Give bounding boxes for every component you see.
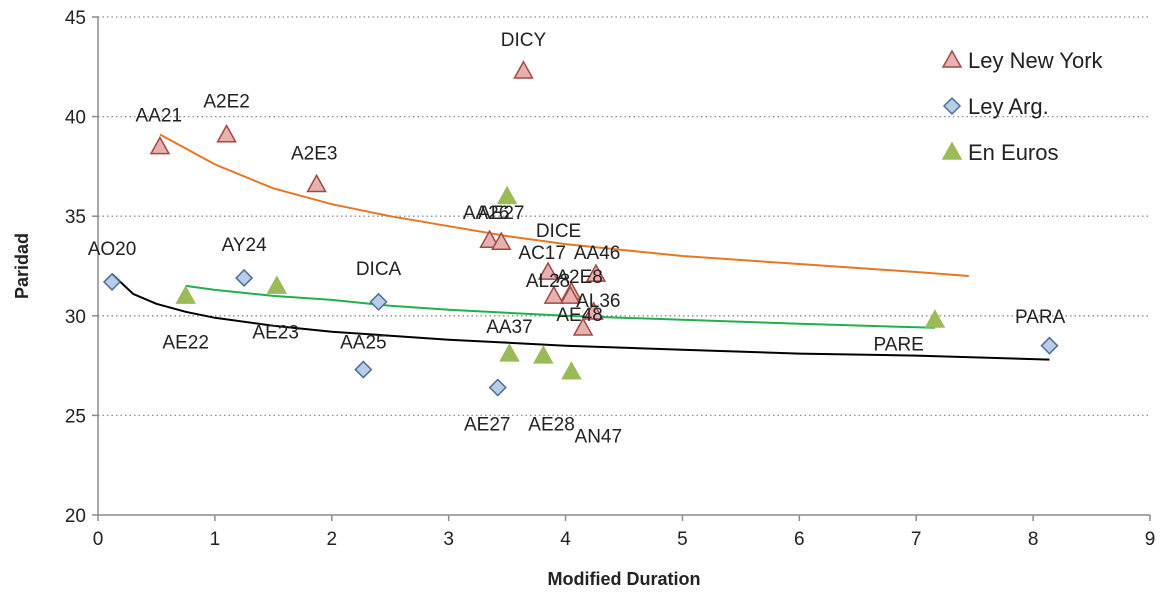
point-1-12: [572, 317, 594, 336]
point-label-24: PARE: [874, 335, 924, 356]
point-2-5: [488, 378, 507, 397]
data-points: [102, 60, 1059, 397]
point-1-1: [149, 135, 171, 155]
point-2-6: [1040, 336, 1059, 355]
point-label-17: AE22: [162, 333, 208, 354]
point-1-3: [306, 173, 327, 193]
x-tick-label-9: 9: [1145, 529, 1156, 550]
point-label-16: DICA: [356, 259, 402, 280]
legend-marker-3: [941, 141, 963, 160]
trend-line-3: [185, 284, 935, 329]
point-1-13: [559, 285, 581, 304]
point-label-3: A2E2: [203, 92, 249, 113]
point-1-6: [490, 231, 512, 251]
legend-label-2: Ley Arg.: [968, 94, 1049, 119]
x-tick-label-6: 6: [794, 529, 805, 550]
legend-label-3: En Euros: [968, 140, 1059, 165]
y-axis-title: Paridad: [12, 233, 32, 299]
point-3-1: [175, 285, 196, 304]
point-1-11: [583, 301, 604, 320]
point-label-14: AO20: [88, 239, 137, 260]
point-3-2: [266, 275, 288, 294]
x-tick-label-2: 2: [326, 529, 337, 550]
point-label-10: AL28: [526, 271, 570, 292]
y-tick-label-35: 35: [65, 207, 86, 228]
point-label-11: A2E8: [556, 267, 602, 288]
point-label-6: AE27: [478, 203, 524, 224]
point-3-6: [561, 361, 582, 380]
y-tick-label-45: 45: [65, 8, 86, 29]
trend-lines: [111, 133, 1050, 361]
point-label-7: DICE: [536, 221, 581, 242]
point-label-5: AA26: [463, 203, 509, 224]
point-1-2: [216, 123, 237, 143]
point-label-15: AY24: [222, 235, 268, 256]
point-label-13: AE48: [556, 305, 602, 326]
trend-line-1: [159, 133, 969, 277]
x-tick-label-4: 4: [560, 529, 571, 550]
point-1-4: [513, 60, 534, 79]
legend-marker-1: [941, 49, 963, 68]
point-label-25: PARA: [1015, 307, 1066, 328]
y-tick-label-40: 40: [65, 108, 86, 129]
point-label-12: AL36: [576, 291, 620, 312]
point-1-8: [543, 285, 565, 304]
point-2-1: [102, 272, 122, 291]
point-label-23: AN47: [575, 426, 623, 447]
y-tick-label-25: 25: [65, 406, 86, 427]
point-label-4: A2E3: [291, 143, 337, 164]
point-3-5: [533, 345, 554, 364]
y-tick-label-30: 30: [65, 307, 86, 328]
legend-marker-2: [942, 96, 962, 116]
x-tick-label-8: 8: [1028, 529, 1039, 550]
point-3-4: [499, 343, 520, 362]
point-label-1: DICY: [501, 30, 547, 51]
axes: [92, 16, 1151, 521]
point-label-8: AC17: [518, 243, 566, 264]
point-1-9: [585, 263, 607, 282]
point-label-9: AA46: [574, 243, 620, 264]
point-3-3: [496, 185, 518, 205]
x-tick-label-0: 0: [93, 529, 104, 550]
point-label-20: AA37: [486, 317, 532, 338]
point-3-7: [924, 309, 946, 328]
legend: Ley New York Ley Arg. En Euros: [941, 48, 1104, 165]
point-label-18: AE23: [252, 323, 298, 344]
trend-line-2: [111, 273, 1050, 361]
legend-label-1: Ley New York: [968, 48, 1104, 73]
point-1-7: [537, 261, 559, 280]
x-tick-label-5: 5: [677, 529, 688, 550]
x-tick-label-7: 7: [911, 529, 922, 550]
point-1-5: [479, 229, 500, 249]
x-tick-label-1: 1: [210, 529, 221, 550]
y-tick-label-20: 20: [65, 506, 86, 527]
gridlines: [98, 16, 1150, 417]
point-2-2: [235, 268, 254, 288]
point-label-19: AA25: [340, 333, 386, 354]
point-label-21: AE27: [464, 414, 510, 435]
x-axis-title: Modified Duration: [548, 569, 701, 589]
x-tick-label-3: 3: [443, 529, 454, 550]
point-2-4: [354, 360, 373, 379]
point-label-2: AA21: [136, 106, 182, 127]
point-label-22: AE28: [528, 414, 574, 435]
point-2-3: [369, 292, 388, 311]
